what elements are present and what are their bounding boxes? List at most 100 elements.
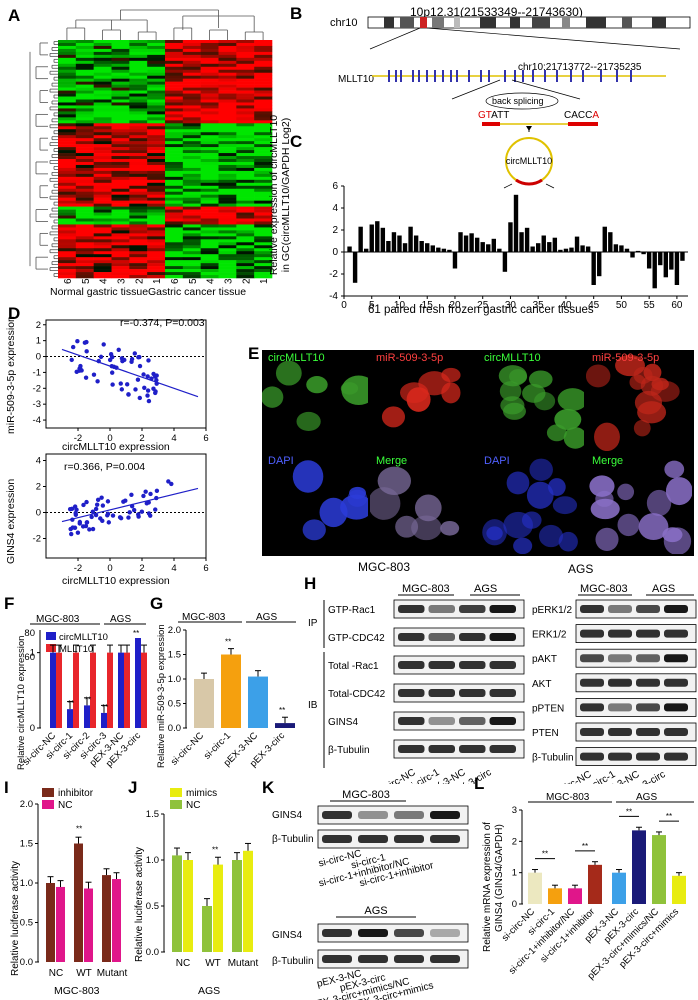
heatmap-cell [129, 114, 148, 118]
heatmap-cell [147, 105, 166, 109]
heatmap-cell [111, 251, 130, 255]
heatmap-cell [165, 102, 184, 106]
legend-swatch [42, 788, 54, 797]
e-line-right: AGS [568, 562, 594, 576]
heatmap-cell [218, 245, 237, 249]
heatmap-cell [254, 111, 273, 115]
heatmap-cell [58, 245, 77, 249]
heatmap-cell [75, 96, 94, 100]
heatmap-cell [182, 159, 201, 163]
heatmap-cell [165, 159, 184, 163]
d-point [136, 355, 141, 360]
heatmap-cell [218, 144, 237, 148]
d-top-xlabel: circMLLT10 expression [62, 441, 170, 453]
heatmap-cell [200, 141, 219, 145]
heatmap-cell [93, 212, 112, 216]
cell [513, 537, 533, 554]
heatmap-cell [182, 236, 201, 240]
sample-label: 6 [170, 278, 181, 284]
heatmap-cell [58, 78, 77, 82]
d-ytick-label: -4 [33, 415, 41, 426]
heatmap-cell [147, 111, 166, 115]
heatmap-cell [93, 233, 112, 237]
heatmap-cell [254, 191, 273, 195]
heatmap-cell [58, 159, 77, 163]
heatmap-cell [182, 57, 201, 62]
heatmap-cell [93, 51, 112, 56]
sig-mark: ** [85, 695, 91, 704]
heatmap-cell [147, 93, 166, 97]
heatmap-cell [165, 230, 184, 234]
heatmap-cell [93, 144, 112, 148]
heatmap-cell [58, 179, 77, 184]
heatmap-cell [111, 269, 130, 273]
heatmap-cell [75, 45, 94, 50]
heatmap-cell [218, 111, 237, 115]
heatmap-cell [75, 236, 94, 240]
heatmap-cell [58, 84, 77, 88]
heatmap-cell [165, 138, 184, 142]
heatmap-cell [111, 81, 130, 85]
heatmap-cell [218, 57, 237, 62]
sig-mark: ** [666, 812, 672, 821]
heatmap-cell [129, 170, 148, 175]
heatmap-cell [93, 129, 112, 133]
heatmap-cell [58, 45, 77, 50]
heatmap-cell [218, 102, 237, 106]
c-ytick-label: -4 [329, 291, 338, 302]
heatmap-cell [129, 132, 148, 136]
sample-label: 4 [206, 278, 217, 284]
blot-band [608, 728, 632, 736]
exon-tick [544, 70, 546, 82]
d-xtick-label: 4 [171, 563, 176, 574]
heatmap-cell [254, 48, 273, 53]
heatmap-cell [147, 159, 166, 163]
heatmap-cell [200, 66, 219, 71]
heatmap-cell [182, 206, 201, 210]
blot-band [636, 654, 660, 663]
heatmap-cell [58, 63, 77, 68]
heatmap-cell [236, 153, 255, 157]
micrograph-cells [482, 458, 578, 554]
heatmap-cell [165, 254, 184, 258]
c-bar [397, 235, 402, 252]
heatmap-cell [254, 224, 273, 228]
bar [56, 886, 65, 962]
heatmap-cell [200, 224, 219, 228]
heatmap-cell [218, 123, 237, 127]
heatmap-cell [58, 212, 77, 216]
heatmap-cell [182, 260, 201, 264]
heatmap-cell [236, 66, 255, 71]
heatmap-cell [165, 224, 184, 228]
chromosome-ideogram [367, 16, 691, 29]
blot-band [358, 835, 388, 843]
heatmap-cell [254, 257, 273, 261]
blot-band [398, 745, 425, 753]
heatmap-cell [165, 117, 184, 121]
heatmap-cell [129, 45, 148, 50]
d-ytick-label: 0 [36, 352, 41, 363]
heatmap-cell [129, 159, 148, 163]
heatmap-cell [200, 191, 219, 195]
heatmap-cell [254, 63, 273, 68]
d-ytick-label: 0 [36, 508, 41, 519]
heatmap-cell [182, 93, 201, 97]
heatmap-cell [58, 81, 77, 85]
heatmap-cell [236, 123, 255, 127]
exon-tick [426, 70, 428, 82]
heatmap-cell [236, 167, 255, 172]
heatmap-cell [200, 269, 219, 273]
heatmap-cell [75, 209, 94, 213]
heatmap-cell [111, 185, 130, 190]
heatmap-cell [147, 203, 166, 207]
heatmap-cell [58, 248, 77, 252]
heatmap-cell [236, 218, 255, 222]
heatmap-cell [182, 42, 201, 47]
cell [563, 427, 584, 449]
d-top-ylabel: miR-509-3-5p expression [5, 316, 17, 434]
heatmap-cell [254, 251, 273, 255]
heatmap-cell [165, 141, 184, 145]
heatmap-cell [111, 102, 130, 106]
sig-mark: ** [68, 699, 74, 708]
heatmap-cell [93, 167, 112, 172]
